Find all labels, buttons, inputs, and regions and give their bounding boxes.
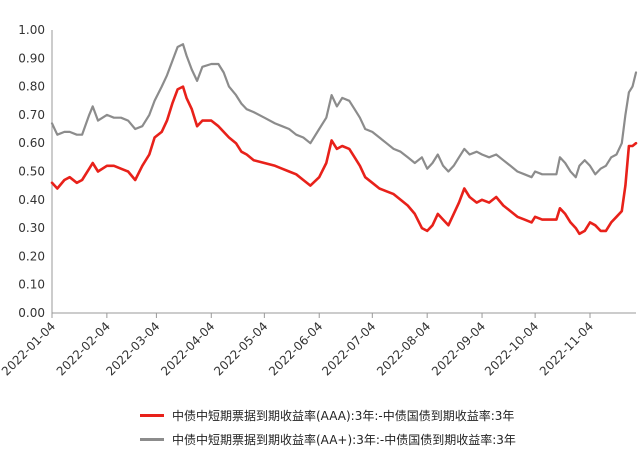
x-tick-label: 2022-09-04 xyxy=(429,319,488,378)
legend-item-aa-plus: 中债中短期票据到期收益率(AA+):3年:-中债国债到期收益率:3年 xyxy=(140,432,516,447)
legend-item-aaa: 中债中短期票据到期收益率(AAA):3年:-中债国债到期收益率:3年 xyxy=(140,408,516,423)
y-tick-label: 1.00 xyxy=(18,23,45,37)
legend-swatch-aaa xyxy=(140,413,164,417)
legend-label-aaa: 中债中短期票据到期收益率(AAA):3年:-中债国债到期收益率:3年 xyxy=(172,408,515,423)
y-tick-label: 0.10 xyxy=(18,278,45,292)
x-tick-label: 2022-05-04 xyxy=(211,319,270,378)
series-line-aaa xyxy=(50,85,638,236)
series-lines xyxy=(50,43,638,236)
x-tick-label: 2022-08-04 xyxy=(374,319,433,378)
y-tick-label: 0.20 xyxy=(18,249,45,263)
legend-swatch-aa-plus xyxy=(140,437,164,441)
legend-label-aa-plus: 中债中短期票据到期收益率(AA+):3年:-中债国债到期收益率:3年 xyxy=(172,432,516,447)
y-tick-label: 0.00 xyxy=(18,306,45,320)
y-tick-label: 0.90 xyxy=(18,51,45,65)
x-tick-label: 2022-06-04 xyxy=(266,319,325,378)
x-tick-label: 2022-10-04 xyxy=(482,319,541,378)
x-tick-label: 2022-07-04 xyxy=(319,319,378,378)
x-tick-label: 2022-03-04 xyxy=(103,319,162,378)
y-axis-tick-labels: 0.00 0.10 0.20 0.30 0.40 0.50 0.60 0.70 0.80 0.90… xyxy=(18,23,45,320)
y-tick-label: 0.70 xyxy=(18,108,45,122)
y-tick-label: 0.30 xyxy=(18,221,45,235)
legend: 中债中短期票据到期收益率(AAA):3年:-中债国债到期收益率:3年 中债中短期… xyxy=(140,408,516,456)
y-tick-label: 0.50 xyxy=(18,165,45,179)
x-axis-ticks xyxy=(51,313,591,318)
y-tick-label: 0.60 xyxy=(18,136,45,150)
x-tick-label: 2022-11-04 xyxy=(537,319,596,378)
y-tick-label: 0.80 xyxy=(18,80,45,94)
series-line-aa-plus xyxy=(50,43,638,179)
x-tick-label: 2022-01-04 xyxy=(0,319,58,378)
y-tick-label: 0.40 xyxy=(18,193,45,207)
x-tick-label: 2022-04-04 xyxy=(158,319,217,378)
x-axis-tick-labels: 2022-01-042022-02-042022-03-042022-04-04… xyxy=(0,319,596,378)
